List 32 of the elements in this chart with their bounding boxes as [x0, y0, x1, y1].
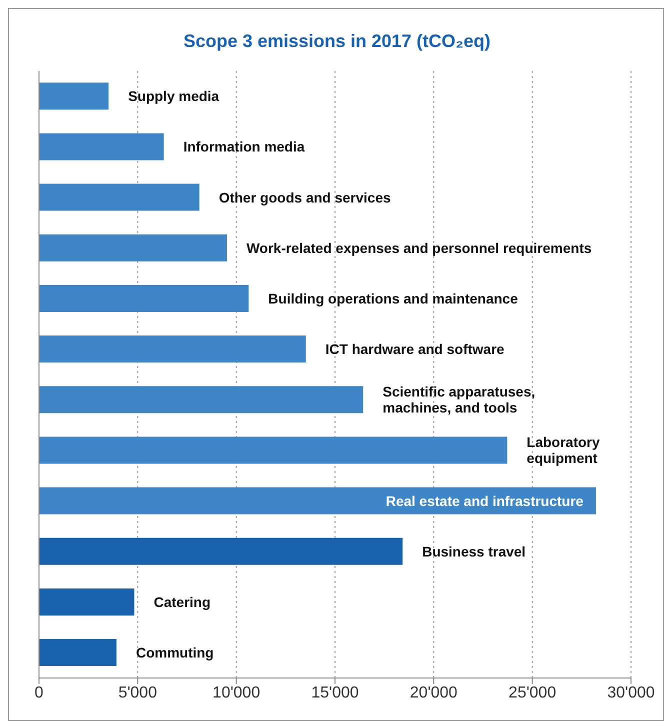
y-tick-label: Supply media — [128, 88, 220, 104]
y-tick-label: Commuting — [136, 644, 214, 661]
x-tick-label: 15'000 — [311, 684, 359, 702]
x-tick-label: 0 — [34, 684, 44, 702]
y-tick-label: Building operations and maintenance — [268, 290, 518, 306]
bar — [39, 588, 134, 616]
y-tick-label: Work-related expenses and personnel requirements — [246, 240, 592, 256]
bar — [39, 436, 508, 464]
y-tick-label: Scientific apparatuses, machines, and tools — [382, 384, 536, 416]
y-tick-label: Real estate and infrastructure — [386, 492, 584, 509]
x-tick-label: 20'000 — [410, 684, 458, 702]
bar — [39, 336, 306, 363]
x-tick-label: 5'000 — [118, 684, 158, 702]
bar — [39, 82, 109, 110]
bar — [39, 133, 164, 160]
bar — [39, 639, 116, 666]
bar — [39, 184, 200, 211]
bar — [39, 487, 596, 514]
y-tick-label: Catering — [154, 594, 211, 610]
bar — [39, 386, 364, 414]
x-tick-label: 10'000 — [212, 684, 260, 702]
y-tick-label: ICT hardware and software — [325, 341, 505, 358]
chart-title: Scope 3 emissions in 2017 (tCO₂eq) — [182, 31, 492, 52]
y-tick-label: Other goods and services — [218, 189, 391, 206]
y-tick-label: Laboratory equipment — [526, 434, 600, 466]
y-tick-label: Information media — [183, 138, 305, 155]
bar — [39, 538, 403, 565]
x-tick-label: 25'000 — [508, 684, 556, 702]
x-tick-label: 30'000 — [607, 684, 655, 702]
y-tick-label: Business travel — [422, 543, 526, 560]
bar — [39, 234, 227, 262]
bar — [39, 284, 249, 312]
